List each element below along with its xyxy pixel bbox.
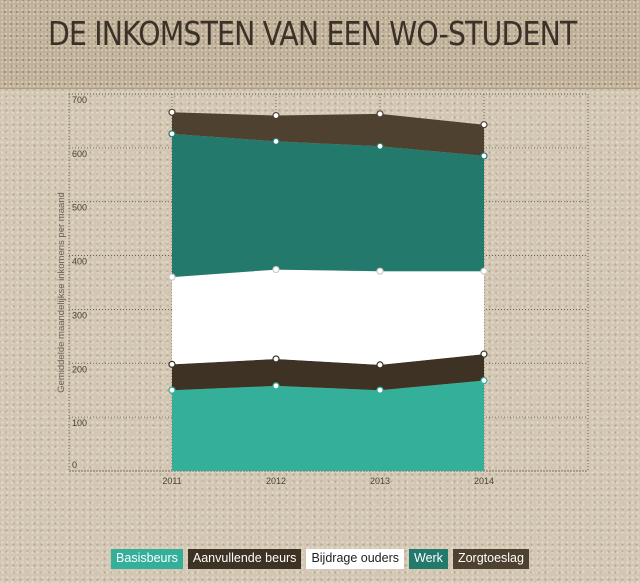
data-point	[376, 361, 384, 369]
data-point	[272, 382, 280, 390]
area-bijdrage-ouders	[172, 269, 484, 365]
data-point	[376, 142, 384, 150]
legend-item-werk[interactable]: Werk	[409, 549, 448, 569]
legend-item-aanvullende-beurs[interactable]: Aanvullende beurs	[187, 549, 302, 569]
data-point	[480, 267, 488, 275]
y-tick-label: 200	[72, 364, 87, 374]
chart-points	[168, 108, 488, 394]
data-point	[272, 137, 280, 145]
x-tick-label: 2012	[266, 476, 286, 486]
legend-item-basisbeurs[interactable]: Basisbeurs	[111, 549, 183, 569]
area-werk	[172, 133, 484, 278]
header-banner: DE INKOMSTEN VAN EEN WO-STUDENT	[0, 0, 640, 89]
data-point	[480, 350, 488, 358]
data-point	[272, 265, 280, 274]
y-tick-label: 400	[72, 257, 87, 267]
data-point	[168, 108, 176, 116]
data-point	[168, 360, 176, 368]
chart-legend: Basisbeurs Aanvullende beurs Bijdrage oude…	[0, 549, 640, 569]
data-point	[272, 355, 280, 363]
area-basisbeurs	[172, 380, 484, 471]
y-tick-label: 300	[72, 310, 87, 320]
data-point	[168, 130, 176, 138]
chart-axes: 0 100 200 300 400 500 600 700 2011 2012 2013 2014 Ge…	[56, 95, 494, 486]
data-point	[376, 110, 384, 118]
y-tick-label: 100	[72, 418, 87, 428]
data-point	[480, 121, 488, 129]
area-zorgtoeslag	[172, 112, 484, 156]
x-tick-label: 2011	[162, 476, 181, 486]
y-tick-label: 600	[72, 149, 87, 159]
y-tick-label: 0	[72, 460, 77, 470]
data-point	[480, 152, 488, 160]
data-point	[376, 267, 384, 275]
data-point	[168, 273, 176, 281]
chart-areas	[172, 112, 484, 471]
y-tick-label: 700	[72, 95, 87, 105]
y-axis-label: Gemiddelde maandelijkse inkomens per maa…	[56, 192, 67, 393]
y-tick-label: 500	[72, 203, 87, 213]
data-point	[480, 376, 488, 385]
x-tick-label: 2013	[370, 476, 390, 486]
page-title: DE INKOMSTEN VAN EEN WO-STUDENT	[48, 14, 577, 53]
x-tick-label: 2014	[474, 476, 494, 486]
data-point	[272, 111, 280, 120]
data-point	[168, 386, 176, 394]
area-aanvullende-beurs	[172, 354, 484, 391]
legend-item-bijdrage-ouders[interactable]: Bijdrage ouders	[306, 549, 404, 569]
legend-item-zorgtoeslag[interactable]: Zorgtoeslag	[452, 549, 529, 569]
data-point	[376, 386, 384, 394]
